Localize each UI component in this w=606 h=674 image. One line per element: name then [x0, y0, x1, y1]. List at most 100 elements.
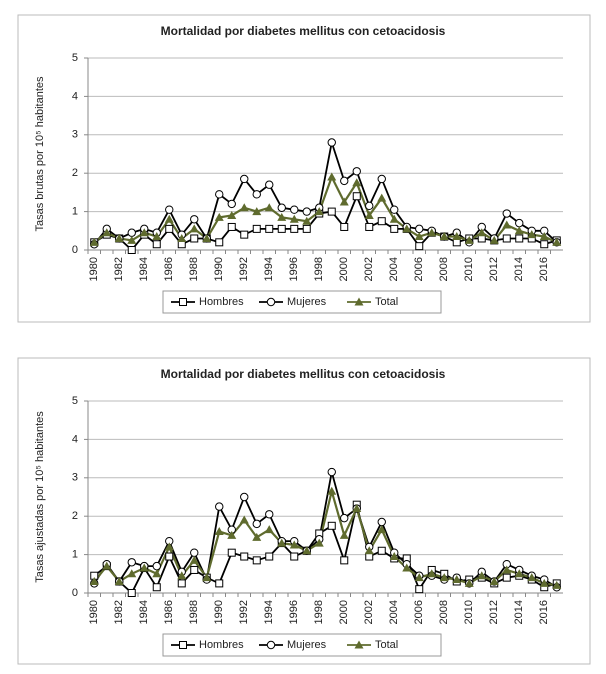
marker-triangle	[252, 207, 262, 216]
marker-triangle	[302, 216, 312, 225]
marker-triangle	[177, 233, 187, 242]
marker-triangle	[152, 569, 162, 578]
marker-square	[290, 224, 299, 233]
marker-square	[340, 222, 349, 231]
marker-triangle	[414, 232, 424, 241]
marker-triangle	[164, 542, 174, 551]
marker-triangle	[314, 207, 324, 216]
marker-triangle	[514, 569, 524, 578]
x-tick-label: 1982	[113, 257, 125, 281]
x-tick-label: 2008	[438, 257, 450, 281]
legend-marker	[266, 640, 276, 650]
y-axis-label: Tasas brutas por 10⁵ habitantes	[34, 76, 46, 231]
marker-triangle	[289, 214, 299, 223]
marker-triangle	[252, 532, 262, 541]
marker-triangle	[239, 515, 249, 524]
marker-circle	[190, 215, 199, 224]
marker-square	[215, 579, 224, 588]
y-tick-label: 2	[72, 167, 78, 179]
marker-square	[540, 240, 549, 249]
x-tick-label: 1998	[313, 257, 325, 281]
marker-triangle	[89, 237, 99, 246]
marker-triangle	[89, 576, 99, 585]
marker-triangle	[464, 578, 474, 587]
marker-circle	[252, 190, 261, 199]
x-tick-label: 1988	[188, 600, 200, 624]
marker-triangle	[264, 525, 274, 534]
x-tick-label: 2008	[438, 600, 450, 624]
x-tick-label: 2016	[538, 257, 550, 281]
marker-triangle	[389, 214, 399, 223]
y-tick-label: 5	[72, 52, 78, 64]
y-tick-label: 5	[72, 395, 78, 407]
marker-square	[502, 234, 511, 243]
y-tick-label: 3	[72, 129, 78, 141]
marker-circle	[515, 218, 524, 228]
x-tick-label: 1994	[263, 600, 275, 624]
marker-square	[515, 234, 524, 243]
marker-square	[190, 565, 199, 574]
chart-frame	[17, 14, 591, 323]
y-tick-label: 0	[72, 244, 78, 256]
x-tick-label: 2014	[513, 257, 525, 281]
marker-circle	[165, 205, 174, 214]
marker-triangle	[502, 565, 512, 574]
marker-triangle	[414, 573, 424, 582]
marker-circle	[302, 207, 311, 216]
x-tick-label: 1986	[163, 257, 175, 281]
marker-circle	[152, 561, 161, 571]
marker-square	[302, 224, 311, 233]
marker-triangle	[352, 178, 362, 187]
marker-triangle	[139, 228, 149, 237]
x-tick-label: 2012	[488, 600, 500, 624]
marker-triangle	[327, 486, 337, 495]
marker-triangle	[377, 193, 387, 202]
marker-square	[277, 224, 286, 233]
x-tick-label: 2002	[363, 257, 375, 281]
y-tick-label: 3	[72, 472, 78, 484]
marker-triangle	[539, 232, 549, 241]
marker-square	[227, 548, 236, 557]
marker-square	[152, 583, 161, 592]
marker-circle	[502, 209, 511, 218]
x-tick-label: 1988	[188, 257, 200, 281]
marker-circle	[327, 138, 336, 147]
marker-circle	[377, 174, 386, 184]
x-tick-label: 2006	[413, 600, 425, 624]
legend-label: Total	[375, 639, 398, 651]
legend-label: Mujeres	[287, 296, 327, 308]
x-tick-label: 2010	[463, 600, 475, 624]
marker-square	[165, 224, 174, 233]
marker-square	[240, 230, 249, 239]
marker-triangle	[427, 569, 437, 578]
marker-square	[240, 552, 249, 561]
y-tick-label: 2	[72, 510, 78, 522]
x-tick-label: 1984	[138, 600, 150, 624]
marker-triangle	[152, 232, 162, 241]
marker-circle	[127, 558, 136, 567]
marker-triangle	[439, 232, 449, 241]
marker-triangle	[452, 232, 462, 241]
marker-circle	[340, 513, 349, 523]
marker-triangle	[214, 212, 224, 221]
legend-marker	[179, 298, 187, 306]
marker-triangle	[114, 576, 124, 585]
marker-triangle	[202, 233, 212, 242]
marker-square	[352, 192, 361, 201]
x-tick-label: 2012	[488, 257, 500, 281]
x-tick-label: 1980	[88, 257, 100, 281]
marker-circle	[327, 467, 336, 477]
marker-triangle	[364, 546, 374, 555]
marker-circle	[277, 203, 286, 212]
marker-triangle	[302, 546, 312, 555]
marker-triangle	[527, 573, 537, 582]
x-tick-label: 2004	[388, 257, 400, 281]
marker-square	[127, 246, 136, 254]
marker-circle	[215, 502, 224, 511]
marker-triangle	[439, 573, 449, 582]
marker-circle	[127, 228, 136, 237]
marker-circle	[265, 180, 274, 189]
marker-triangle	[502, 220, 512, 229]
marker-triangle	[477, 228, 487, 237]
legend-box	[162, 290, 442, 314]
